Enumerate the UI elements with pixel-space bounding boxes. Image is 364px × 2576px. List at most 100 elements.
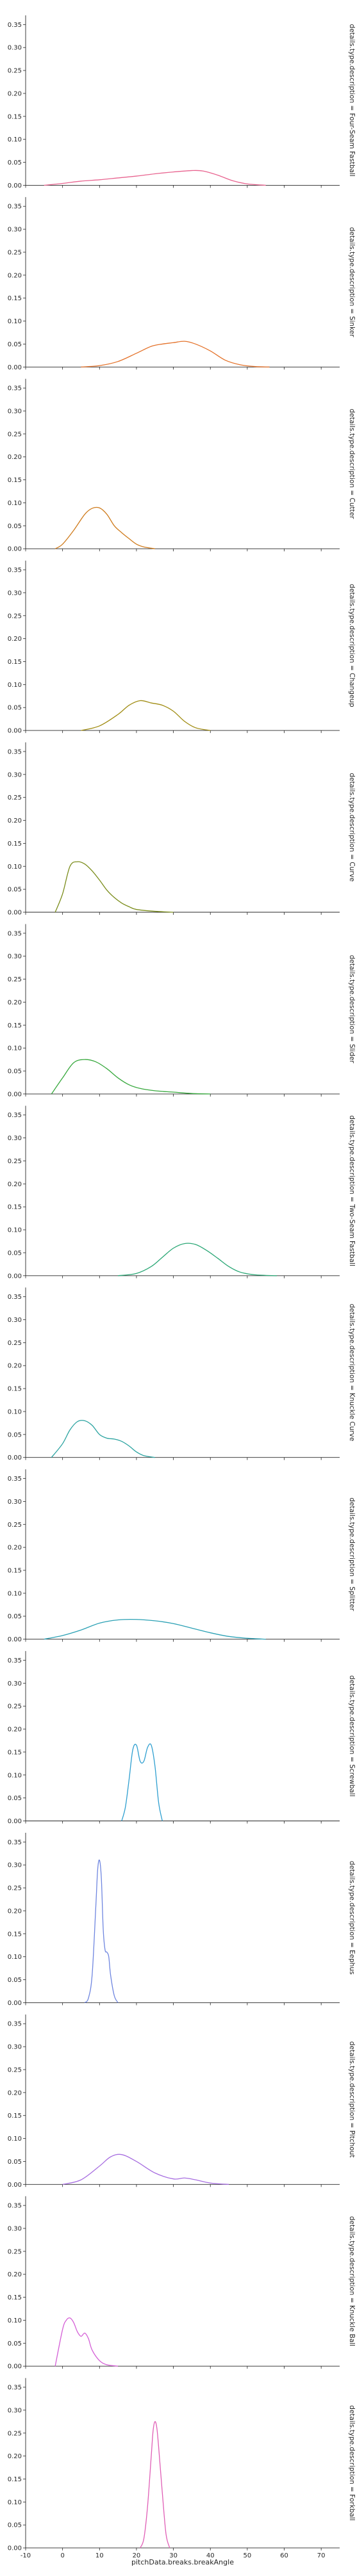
- y-tick-label: 0.25: [8, 1158, 22, 1165]
- y-tick-label: 0.35: [8, 2203, 22, 2210]
- y-tick-label: 0.15: [8, 113, 22, 120]
- y-tick-label: 0.10: [8, 864, 22, 871]
- facet-panel: 0.00 0.05 0.10 0.15 0.20 0.25 0.30 0.35 details.…: [8, 1833, 356, 2007]
- y-tick-label: 0.20: [8, 454, 22, 461]
- x-tick-label: 20: [133, 2552, 141, 2559]
- y-tick-label: 0.30: [8, 953, 22, 960]
- y-tick-label: 0.20: [8, 1181, 22, 1188]
- y-tick-label: 0.15: [8, 2476, 22, 2483]
- y-tick-label: 0.15: [8, 2113, 22, 2120]
- kde-series-line: [44, 1618, 266, 1640]
- facet-label: details.type.description = Forkball: [348, 2405, 356, 2520]
- facet-panel: 0.00 0.05 0.10 0.15 0.20 0.25 0.30 0.35 details.…: [8, 1106, 356, 1280]
- y-tick-label: 0.05: [8, 705, 22, 712]
- y-tick-label: 0.05: [8, 523, 22, 530]
- x-axis-label: pitchData.breaks.breakAngle: [131, 2558, 234, 2566]
- facet-panel: 0.00 0.05 0.10 0.15 0.20 0.25 0.30 0.35 details.…: [8, 1287, 356, 1461]
- y-tick-label: 0.10: [8, 318, 22, 325]
- x-tick-label: 30: [169, 2552, 178, 2559]
- y-tick-label: 0.05: [8, 1250, 22, 1257]
- y-tick-label: 0.05: [8, 159, 22, 166]
- facet-label: details.type.description = Two-Seam Fast…: [348, 1115, 356, 1266]
- y-tick-label: 0.05: [8, 2340, 22, 2347]
- y-tick-label: 0.30: [8, 590, 22, 597]
- facet-panel: 0.00 0.05 0.10 0.15 0.20 0.25 0.30 0.35 details.…: [8, 197, 356, 371]
- y-tick-label: 0.30: [8, 2044, 22, 2051]
- y-tick-label: 0.15: [8, 1568, 22, 1575]
- y-tick-label: 0.10: [8, 136, 22, 143]
- facet-label: details.type.description = Knuckle Curve: [348, 1304, 356, 1442]
- y-tick-label: 0.15: [8, 477, 22, 484]
- y-tick-label: 0.30: [8, 45, 22, 52]
- y-tick-label: 0.20: [8, 1727, 22, 1734]
- facet-label: details.type.description = Four-Seam Fas…: [348, 24, 356, 177]
- y-tick-label: 0.25: [8, 431, 22, 438]
- kde-series-line: [54, 2317, 119, 2367]
- kde-series-line: [84, 1859, 119, 2003]
- facet-panel: 0.00 0.05 0.10 0.15 0.20 0.25 0.30 0.35 details.…: [8, 2014, 356, 2189]
- facet-panel: 0.00 0.05 0.10 0.15 0.20 0.25 0.30 0.35 details.…: [8, 378, 356, 553]
- y-tick-label: 0.25: [8, 68, 22, 75]
- y-tick-label: 0.35: [8, 1839, 22, 1846]
- y-tick-label: 0.20: [8, 272, 22, 279]
- y-tick-label: 0.30: [8, 2407, 22, 2414]
- y-tick-label: 0.35: [8, 385, 22, 392]
- y-tick-label: 0.20: [8, 817, 22, 825]
- facet-panel: 0.00 0.05 0.10 0.15 0.20 0.25 0.30 0.35 details.…: [8, 15, 356, 189]
- y-tick-label: 0.05: [8, 1068, 22, 1075]
- y-tick-label: 0.15: [8, 295, 22, 302]
- y-tick-label: 0.00: [8, 2000, 22, 2007]
- facet-panel: 0.00 0.05 0.10 0.15 0.20 0.25 0.30 0.35 details.…: [8, 924, 356, 1098]
- y-tick-label: 0.00: [8, 364, 22, 371]
- y-tick-label: 0.25: [8, 2066, 22, 2073]
- y-tick-label: 0.25: [8, 1340, 22, 1347]
- y-tick-label: 0.10: [8, 1408, 22, 1415]
- y-tick-label: 0.00: [8, 182, 22, 189]
- facet-label: details.type.description = Eephus: [348, 1861, 356, 1975]
- y-tick-label: 0.20: [8, 2089, 22, 2097]
- y-tick-label: 0.30: [8, 1680, 22, 1687]
- facet-panel: 0.00 0.05 0.10 0.15 0.20 0.25 0.30 0.35 details.…: [8, 1469, 356, 1643]
- y-tick-label: 0.30: [8, 408, 22, 415]
- facet-label: details.type.description = Slider: [348, 955, 356, 1064]
- y-tick-label: 0.05: [8, 2159, 22, 2166]
- y-tick-label: 0.10: [8, 2499, 22, 2506]
- facet-label: details.type.description = Sinker: [348, 227, 356, 337]
- kde-series-line: [54, 861, 174, 913]
- y-tick-label: 0.25: [8, 794, 22, 801]
- y-tick-label: 0.00: [8, 1454, 22, 1461]
- y-tick-label: 0.05: [8, 1795, 22, 1802]
- facet-label: details.type.description = Splitter: [348, 1497, 356, 1611]
- kde-series-line: [44, 170, 266, 186]
- y-tick-label: 0.10: [8, 682, 22, 689]
- y-tick-label: 0.15: [8, 1022, 22, 1029]
- y-tick-label: 0.15: [8, 1931, 22, 1938]
- y-tick-label: 0.35: [8, 22, 22, 29]
- x-tick-label: 40: [206, 2552, 215, 2559]
- y-tick-label: 0.35: [8, 1112, 22, 1119]
- y-tick-label: 0.15: [8, 1749, 22, 1756]
- y-tick-label: 0.10: [8, 1227, 22, 1234]
- facet-label: details.type.description = Changeup: [348, 584, 356, 707]
- y-tick-label: 0.35: [8, 2385, 22, 2392]
- x-tick-label: 60: [280, 2552, 288, 2559]
- facet-label: details.type.description = Curve: [348, 773, 356, 881]
- y-tick-label: 0.35: [8, 1657, 22, 1664]
- y-tick-label: 0.20: [8, 1363, 22, 1370]
- y-tick-label: 0.10: [8, 1772, 22, 1779]
- x-tick-label: 0: [60, 2552, 64, 2559]
- y-tick-label: 0.05: [8, 1613, 22, 1620]
- y-tick-label: 0.00: [8, 1273, 22, 1280]
- y-tick-label: 0.30: [8, 1317, 22, 1324]
- y-tick-label: 0.10: [8, 2317, 22, 2324]
- y-tick-label: 0.25: [8, 2430, 22, 2437]
- y-tick-label: 0.20: [8, 2271, 22, 2278]
- y-tick-label: 0.10: [8, 2136, 22, 2143]
- y-tick-label: 0.00: [8, 2363, 22, 2371]
- y-tick-label: 0.00: [8, 728, 22, 735]
- y-tick-label: 0.00: [8, 910, 22, 917]
- y-tick-label: 0.05: [8, 1431, 22, 1438]
- y-tick-label: 0.25: [8, 613, 22, 620]
- y-tick-label: 0.15: [8, 659, 22, 666]
